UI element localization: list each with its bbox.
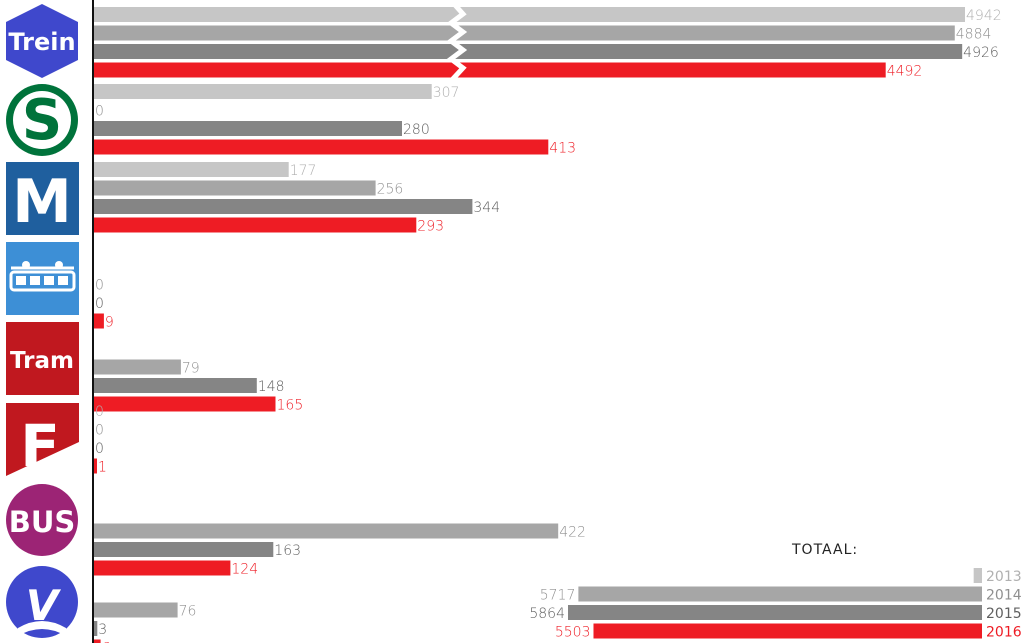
bar-people-mover-2016 (94, 313, 104, 329)
bus-icon: BUS (6, 484, 78, 556)
value-label-s-bahn-2016: 413 (549, 141, 576, 157)
s-bahn-icon: S (6, 84, 78, 156)
value-label-s-bahn-2014: 0 (95, 104, 104, 120)
value-label-people-mover-2016: 9 (105, 315, 114, 331)
bar-bus-2016 (94, 560, 231, 576)
value-label-ferry-2016: 1 (98, 460, 107, 476)
value-label-people-mover-2014: 0 (95, 278, 104, 294)
bar-tram-2016 (94, 396, 276, 412)
value-label-metro-2014: 256 (377, 182, 404, 198)
value-label-metro-2015: 344 (473, 200, 500, 216)
value-label-bus-2015: 163 (274, 543, 301, 559)
bar-metro-2015 (94, 199, 473, 214)
axis-break-mark (446, 3, 468, 83)
tram-icon: Tram (6, 322, 79, 395)
value-label-ferry-2014: 0 (95, 423, 104, 439)
tram-icon-label: Tram (10, 348, 74, 374)
bar-trein-2013 (94, 7, 965, 22)
trein-icon-label: Trein (8, 28, 75, 56)
totals-title: TOTAAL: (791, 542, 858, 558)
value-label-people-mover-2015: 0 (95, 296, 104, 312)
bar-flight-2016 (94, 639, 101, 643)
value-label-bus-2014: 422 (559, 525, 586, 541)
total-value-label-2016: 5503 (555, 625, 591, 641)
flight-icon: V (6, 566, 78, 638)
total-year-label-2016: 2016 (986, 625, 1022, 641)
value-label-trein-2013: 4942 (966, 8, 1002, 24)
bar-trein-2016 (94, 62, 886, 78)
value-label-trein-2016: 4492 (887, 64, 923, 80)
value-label-trein-2015: 4926 (963, 45, 999, 61)
metro-icon-label: M (12, 167, 72, 237)
icon-column: Trein S M Tram (6, 4, 79, 638)
value-label-metro-2013: 177 (290, 163, 317, 179)
total-bar-2013 (973, 568, 982, 583)
bus-icon-label: BUS (9, 505, 76, 539)
bar-flight-2015 (94, 621, 98, 636)
value-label-bus-2016: 124 (231, 562, 258, 578)
trein-icon: Trein (6, 4, 78, 78)
flight-icon-label: V (26, 581, 62, 630)
value-label-s-bahn-2015: 280 (403, 122, 430, 138)
ferry-icon-label: F (20, 412, 60, 480)
value-label-ferry-2015: 0 (95, 441, 104, 457)
value-label-trein-2014: 4884 (956, 27, 992, 43)
value-label-tram-2015: 148 (258, 379, 285, 395)
s-bahn-icon-label: S (22, 88, 62, 153)
bar-s-bahn-2016 (94, 139, 549, 155)
bar-metro-2016 (94, 217, 417, 233)
total-year-label-2015: 2015 (986, 606, 1022, 622)
total-year-label-2014: 2014 (986, 588, 1022, 604)
bar-s-bahn-2013 (94, 84, 432, 99)
bar-tram-2014 (94, 359, 181, 375)
bar-bus-2014 (94, 523, 559, 539)
bar-metro-2013 (94, 162, 289, 177)
value-label-flight-2015: 3 (98, 622, 107, 638)
value-label-ferry-2013: 0 (95, 404, 104, 420)
value-label-flight-2014: 76 (179, 604, 197, 620)
value-label-s-bahn-2013: 307 (433, 85, 460, 101)
bar-bus-2015 (94, 542, 274, 557)
bar-trein-2015 (94, 44, 963, 59)
people-mover-icon (6, 242, 79, 315)
value-labels-group: 4942 4884 4926 4492 307 0 280 413 177 256 344 293 0 0… (95, 8, 1002, 643)
metro-icon: M (6, 162, 79, 237)
bar-s-bahn-2015 (94, 121, 402, 136)
bar-tram-2015 (94, 378, 257, 393)
total-bar-2015 (568, 605, 982, 620)
total-value-label-2014: 5717 (540, 588, 576, 604)
bar-trein-2014 (94, 25, 955, 41)
total-bar-2016 (593, 623, 982, 639)
totals-group: 2013 2014 5717 2015 5864 2016 5503 (529, 568, 1022, 641)
value-label-flight-2016: 6 (102, 641, 111, 643)
value-label-tram-2016: 165 (277, 398, 304, 414)
total-year-label-2013: 2013 (986, 569, 1022, 585)
bar-ferry-2016 (94, 458, 97, 474)
ferry-icon: F (6, 403, 79, 480)
total-bar-2014 (578, 586, 982, 602)
total-value-label-2015: 5864 (529, 606, 565, 622)
bar-metro-2014 (94, 180, 376, 196)
bars-group (94, 3, 965, 643)
value-label-metro-2016: 293 (417, 219, 444, 235)
bar-flight-2014 (94, 602, 178, 618)
value-label-tram-2014: 79 (182, 361, 200, 377)
